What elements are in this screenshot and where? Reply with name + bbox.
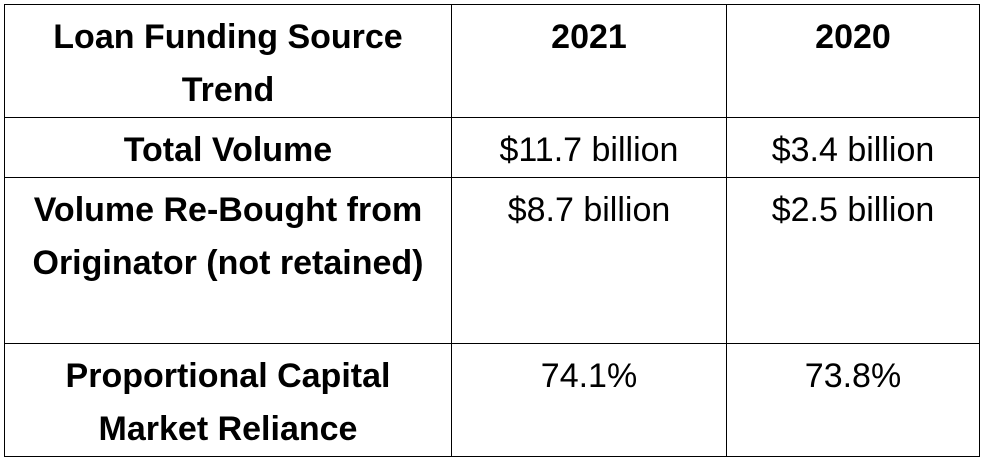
value-2021-cell: $8.7 billion (451, 177, 727, 344)
header-year-2020: 2020 (815, 18, 891, 56)
value-2021-cell: $11.7 billion (451, 117, 727, 178)
value-2020: $2.5 billion (771, 191, 935, 229)
value-2020-cell: 73.8% (726, 343, 980, 457)
header-label-cell: Loan Funding Source Trend (4, 4, 452, 118)
row-label: Total Volume (123, 131, 333, 169)
loan-funding-table: Loan Funding Source Trend 2021 2020 Tota… (4, 4, 980, 457)
row-label-cell: Volume Re-Bought from Originator (not re… (4, 177, 452, 344)
value-2021-cell: 74.1% (451, 343, 727, 457)
table-row: Proportional Capital Market Reliance 74.… (4, 343, 980, 457)
row-label: Proportional Capital Market Reliance (65, 357, 391, 448)
header-year-2021: 2021 (551, 18, 627, 56)
value-2021: 74.1% (540, 357, 638, 395)
header-label: Loan Funding Source Trend (53, 18, 403, 109)
row-label: Volume Re-Bought from Originator (not re… (32, 191, 424, 282)
value-2020: $3.4 billion (771, 131, 935, 169)
value-2021: $8.7 billion (507, 191, 671, 229)
value-2021: $11.7 billion (499, 131, 679, 169)
row-label-cell: Proportional Capital Market Reliance (4, 343, 452, 457)
value-2020-cell: $3.4 billion (726, 117, 980, 178)
table-header-row: Loan Funding Source Trend 2021 2020 (4, 4, 980, 118)
value-2020-cell: $2.5 billion (726, 177, 980, 344)
row-label-cell: Total Volume (4, 117, 452, 178)
table-row: Total Volume $11.7 billion $3.4 billion (4, 117, 980, 178)
value-2020: 73.8% (804, 357, 902, 395)
header-year-2021-cell: 2021 (451, 4, 727, 118)
table-row: Volume Re-Bought from Originator (not re… (4, 177, 980, 344)
header-year-2020-cell: 2020 (726, 4, 980, 118)
